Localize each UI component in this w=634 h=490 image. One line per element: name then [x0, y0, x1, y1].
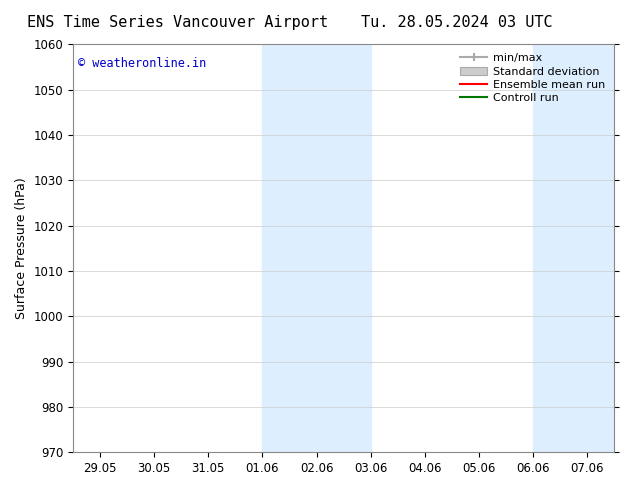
Text: ENS Time Series Vancouver Airport: ENS Time Series Vancouver Airport — [27, 15, 328, 30]
Bar — [533, 45, 614, 452]
Text: © weatheronline.in: © weatheronline.in — [79, 57, 207, 70]
Y-axis label: Surface Pressure (hPa): Surface Pressure (hPa) — [15, 177, 28, 319]
Bar — [262, 45, 371, 452]
Text: Tu. 28.05.2024 03 UTC: Tu. 28.05.2024 03 UTC — [361, 15, 552, 30]
Legend: min/max, Standard deviation, Ensemble mean run, Controll run: min/max, Standard deviation, Ensemble me… — [456, 50, 609, 107]
